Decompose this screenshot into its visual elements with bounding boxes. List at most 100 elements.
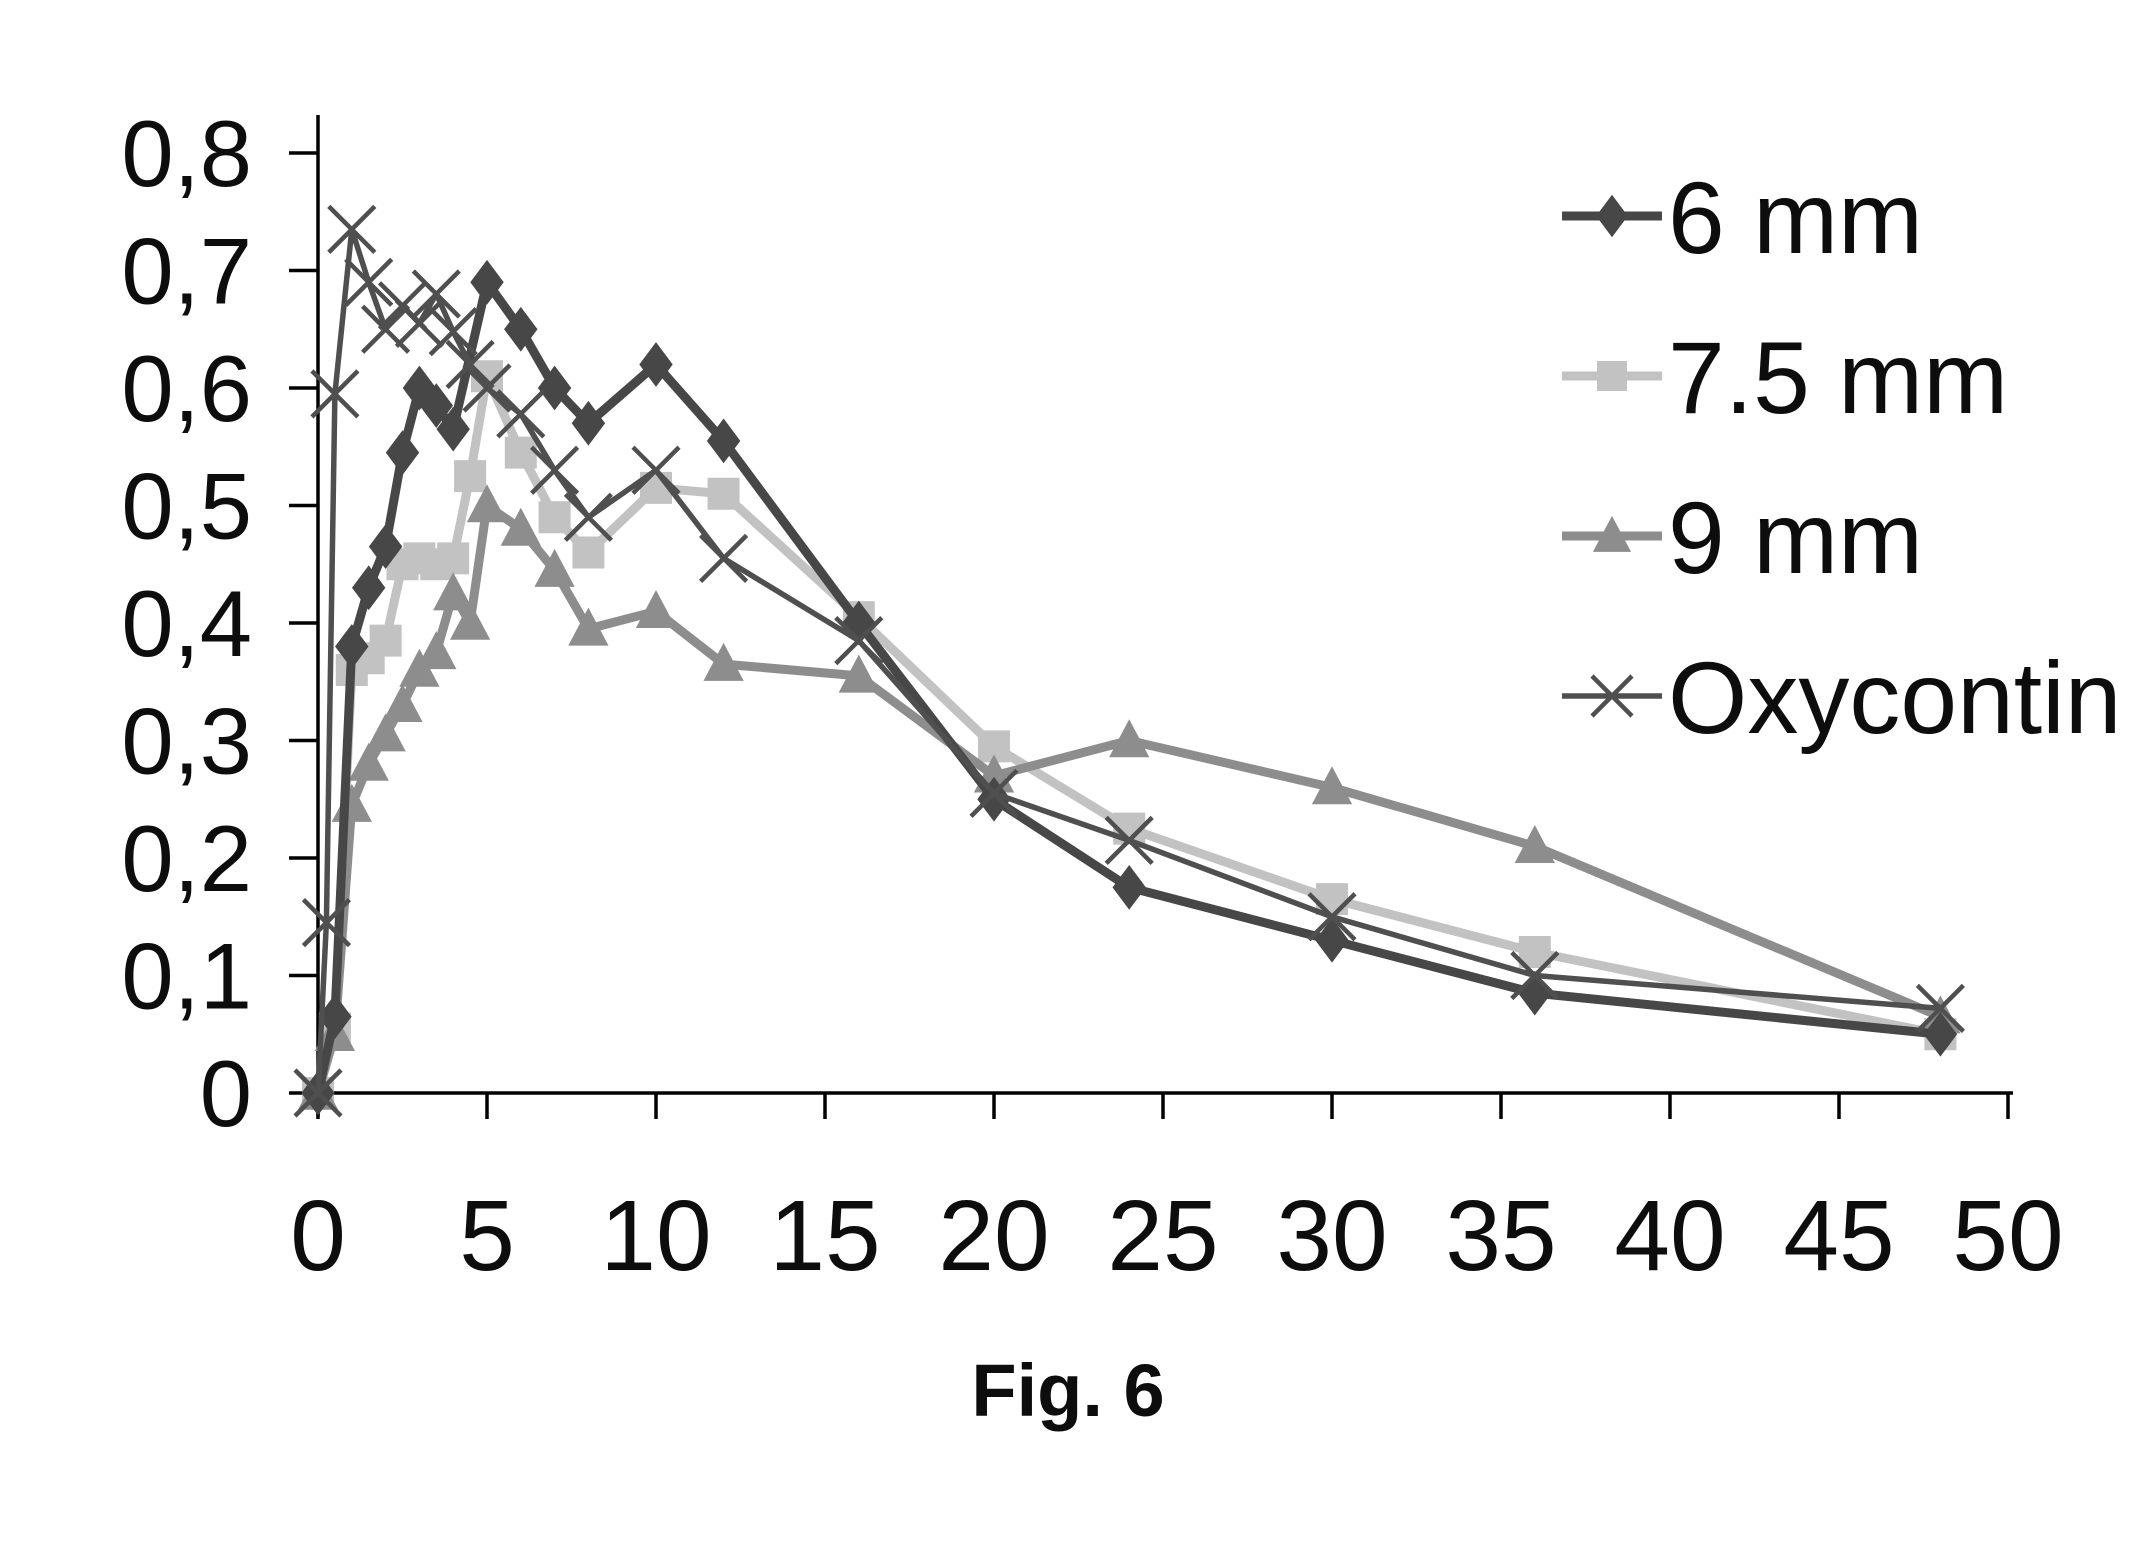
marker-9-mm [365, 713, 406, 752]
y-tick-label: 0,8 [121, 101, 252, 206]
y-tick-label: 0,4 [121, 571, 252, 676]
x-marker-icon [1562, 664, 1662, 733]
x-tick-label: 35 [1445, 1180, 1556, 1292]
x-tick-label: 20 [938, 1180, 1049, 1292]
marker-7-5-mm [1316, 883, 1348, 916]
y-tick-label: 0,6 [121, 336, 252, 441]
marker-oxycontin [530, 445, 580, 495]
marker-6-mm [706, 418, 741, 464]
marker-oxycontin [394, 298, 444, 348]
x-tick-label: 15 [769, 1180, 880, 1292]
marker-9-mm [1311, 766, 1353, 805]
x-tick-label: 25 [1107, 1180, 1218, 1292]
x-tick-label: 40 [1614, 1180, 1725, 1292]
marker-9-mm [331, 783, 372, 822]
marker-9-mm [635, 589, 677, 628]
y-tick-label: 0 [200, 1041, 252, 1146]
marker-oxycontin [293, 1068, 343, 1118]
marker-9-mm [433, 572, 474, 611]
marker-9-mm [466, 484, 508, 523]
marker-oxycontin [462, 363, 512, 413]
marker-oxycontin [969, 768, 1019, 818]
x-tick-label: 30 [1276, 1180, 1387, 1292]
x-tick-label: 0 [290, 1180, 346, 1292]
square-marker-icon [1562, 344, 1662, 413]
triangle-marker-icon [1592, 515, 1632, 552]
marker-6-mm [335, 624, 369, 669]
legend-item-9-mm: 9 mm [1562, 458, 2122, 618]
marker-9-mm [838, 654, 879, 693]
marker-oxycontin [445, 339, 495, 390]
y-tick-label: 0,3 [121, 689, 252, 794]
figure-caption: Fig. 6 [971, 1349, 1165, 1432]
x-tick-label: 10 [600, 1180, 711, 1292]
marker-6-mm [537, 365, 572, 411]
x-tick-label: 5 [459, 1180, 515, 1292]
marker-7-5-mm [437, 542, 470, 575]
marker-6-mm [419, 383, 454, 429]
marker-6-mm [1923, 1011, 1958, 1057]
marker-6-mm [1112, 864, 1146, 910]
x-tick-label: 45 [1783, 1180, 1894, 1292]
legend-item-7-5-mm: 7.5 mm [1562, 298, 2122, 458]
marker-9-mm [500, 507, 541, 546]
marker-oxycontin [699, 533, 749, 583]
marker-oxycontin [344, 257, 394, 307]
marker-9-mm [416, 631, 457, 670]
y-tick-label: 0,5 [121, 454, 252, 559]
marker-6-mm [402, 365, 437, 411]
marker-9-mm [348, 742, 389, 781]
legend-item-oxycontin: Oxycontin [1562, 618, 2122, 778]
square-marker-icon [1597, 360, 1627, 391]
marker-9-mm [534, 548, 575, 587]
marker-9-mm [382, 683, 423, 722]
legend: 6 mm 7.5 mm 9 mm Oxycontin [1562, 138, 2122, 778]
marker-oxycontin [1307, 892, 1357, 942]
triangle-marker-icon [1562, 504, 1662, 573]
y-tick-label: 0,1 [121, 924, 252, 1029]
marker-7-5-mm [538, 501, 571, 534]
marker-oxycontin [428, 307, 478, 357]
marker-6-mm [436, 406, 470, 452]
y-tick-label: 0,2 [121, 806, 252, 911]
x-marker-icon [1590, 673, 1634, 718]
marker-oxycontin [301, 898, 352, 948]
diamond-marker-icon [1562, 184, 1662, 253]
legend-label: Oxycontin [1668, 641, 2122, 755]
marker-oxycontin [411, 269, 461, 319]
marker-6-mm [318, 994, 352, 1040]
marker-oxycontin [310, 369, 360, 419]
legend-label: 9 mm [1668, 481, 1923, 595]
legend-label: 7.5 mm [1668, 321, 2009, 435]
marker-6-mm [571, 400, 606, 446]
marker-7-5-mm [504, 436, 537, 469]
marker-oxycontin [1104, 815, 1154, 865]
marker-6-mm [368, 524, 403, 570]
marker-oxycontin [1915, 983, 1965, 1033]
legend-label: 6 mm [1668, 161, 1923, 275]
marker-oxycontin [563, 492, 613, 542]
marker-7-5-mm [369, 624, 402, 657]
marker-oxycontin [834, 616, 884, 666]
marker-oxycontin [496, 389, 546, 439]
marker-6-mm [351, 565, 386, 611]
marker-6-mm [639, 342, 673, 387]
marker-oxycontin [327, 204, 377, 254]
marker-9-mm [1109, 719, 1150, 758]
marker-7-5-mm [572, 536, 605, 569]
marker-oxycontin [1510, 950, 1560, 1001]
marker-9-mm [568, 607, 609, 646]
marker-oxycontin [361, 304, 411, 354]
marker-6-mm [470, 259, 504, 305]
y-tick-label: 0,7 [121, 219, 252, 324]
marker-9-mm [449, 601, 491, 640]
marker-6-mm [504, 306, 538, 352]
marker-7-5-mm [707, 477, 740, 510]
marker-7-5-mm [454, 460, 487, 493]
diamond-marker-icon [1596, 194, 1628, 237]
legend-item-6-mm: 6 mm [1562, 138, 2122, 298]
marker-9-mm [703, 642, 744, 681]
marker-oxycontin [631, 445, 681, 495]
